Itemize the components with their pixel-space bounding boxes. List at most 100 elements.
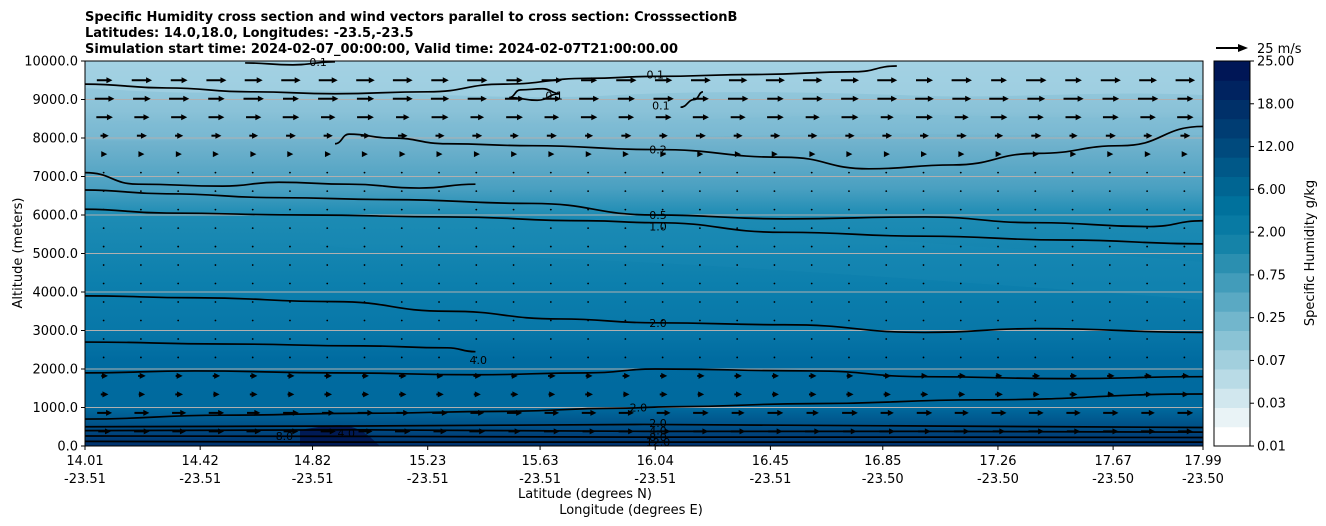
wind-vector	[661, 190, 664, 193]
wind-vector	[810, 227, 813, 229]
wind-vector	[617, 95, 635, 102]
wind-vector	[661, 338, 664, 340]
wind-vector	[1137, 95, 1159, 102]
wind-vector	[736, 208, 739, 211]
contour-label: 8.0	[649, 431, 667, 444]
wind-vector	[1071, 338, 1074, 340]
wind-vector	[400, 208, 403, 211]
y-tick-label: 7000.0	[33, 170, 79, 185]
wind-vector	[475, 356, 478, 359]
wind-vector	[587, 227, 589, 229]
wind-vector	[287, 151, 294, 158]
wind-vector	[324, 151, 331, 158]
wind-vector	[438, 319, 440, 322]
wind-vector	[214, 171, 217, 174]
wind-vector	[214, 282, 217, 285]
wind-vector	[512, 245, 515, 248]
wind-vector	[653, 95, 674, 102]
wind-vector	[544, 114, 560, 121]
wind-vector	[544, 409, 560, 416]
wind-vector	[699, 208, 701, 211]
x-tick-latitude: 14.01	[66, 454, 103, 469]
wind-vector	[177, 356, 180, 359]
wind-vector	[885, 356, 888, 359]
x-tick-latitude: 16.04	[637, 454, 674, 469]
wind-vector	[326, 245, 329, 248]
wind-vector	[736, 245, 739, 248]
wind-vector	[1070, 372, 1078, 379]
wind-vector	[765, 77, 785, 84]
contour-label: 1.0	[649, 221, 667, 234]
wind-vector	[475, 264, 478, 266]
wind-vector	[624, 264, 627, 266]
wind-vector	[251, 356, 254, 359]
wind-vector	[1146, 264, 1148, 266]
wind-vector	[131, 77, 153, 84]
wind-vector	[475, 319, 478, 322]
wind-vector	[175, 372, 183, 379]
wind-vector	[140, 356, 142, 359]
colorbar-tick-label: 0.25	[1257, 311, 1286, 326]
colorbar-frame	[1213, 60, 1251, 447]
contour-line-0.1	[680, 90, 704, 109]
wind-vector	[475, 227, 478, 229]
wind-vector	[1071, 356, 1074, 359]
wind-vector	[431, 77, 449, 84]
wind-vector	[289, 190, 291, 193]
colorbar-tick-label: 12.00	[1257, 140, 1294, 155]
wind-vector	[438, 338, 440, 340]
wind-vector	[363, 227, 366, 229]
wind-vector	[773, 338, 776, 340]
colorbar-segment	[1214, 215, 1250, 235]
y-tick-label: 9000.0	[33, 93, 79, 108]
wind-vector	[916, 114, 933, 121]
wind-vector	[140, 301, 142, 303]
wind-vector	[208, 114, 225, 121]
wind-vector	[1177, 95, 1194, 102]
wind-vector	[140, 264, 142, 266]
wind-vector	[177, 319, 180, 322]
wind-vector	[624, 282, 627, 285]
wind-vector	[994, 132, 1004, 139]
wind-vector	[467, 77, 488, 84]
wind-vector	[699, 227, 701, 229]
wind-vector	[326, 338, 329, 340]
wind-vector	[624, 190, 627, 193]
wind-vector	[1102, 95, 1120, 102]
wind-vector	[736, 301, 739, 303]
wind-vector	[97, 409, 113, 416]
wind-vector	[1065, 77, 1082, 84]
wind-vector	[324, 391, 333, 398]
colorbar-segment	[1214, 388, 1250, 408]
wind-vector	[549, 338, 552, 340]
wind-vector	[214, 356, 217, 359]
wind-vector	[846, 391, 854, 398]
wind-vector	[547, 372, 556, 379]
wind-vector	[356, 77, 375, 84]
wind-vector	[959, 356, 962, 359]
wind-vector	[175, 132, 184, 139]
wind-vector	[954, 409, 969, 416]
wind-vector	[1140, 114, 1156, 121]
wind-vector	[624, 227, 627, 229]
wind-vector	[136, 132, 147, 139]
wind-vector	[431, 114, 449, 121]
contour-label: 0.1	[545, 90, 563, 103]
wind-vector	[400, 338, 403, 340]
wind-vector	[1034, 301, 1037, 303]
wind-vector	[1031, 132, 1042, 139]
wind-vector	[438, 356, 440, 359]
wind-vector	[363, 338, 366, 340]
wind-vector	[392, 77, 413, 84]
wind-vector	[326, 208, 329, 211]
x-tick-latitude: 15.23	[409, 454, 446, 469]
wind-vector	[1108, 282, 1111, 285]
wind-vector	[475, 282, 478, 285]
wind-vector	[1026, 77, 1047, 84]
wind-vector	[214, 208, 217, 211]
wind-vector	[1071, 245, 1074, 248]
wind-vector	[1183, 190, 1186, 193]
wind-vector	[767, 95, 784, 102]
wind-vector	[96, 77, 113, 84]
wind-vector	[212, 151, 219, 158]
